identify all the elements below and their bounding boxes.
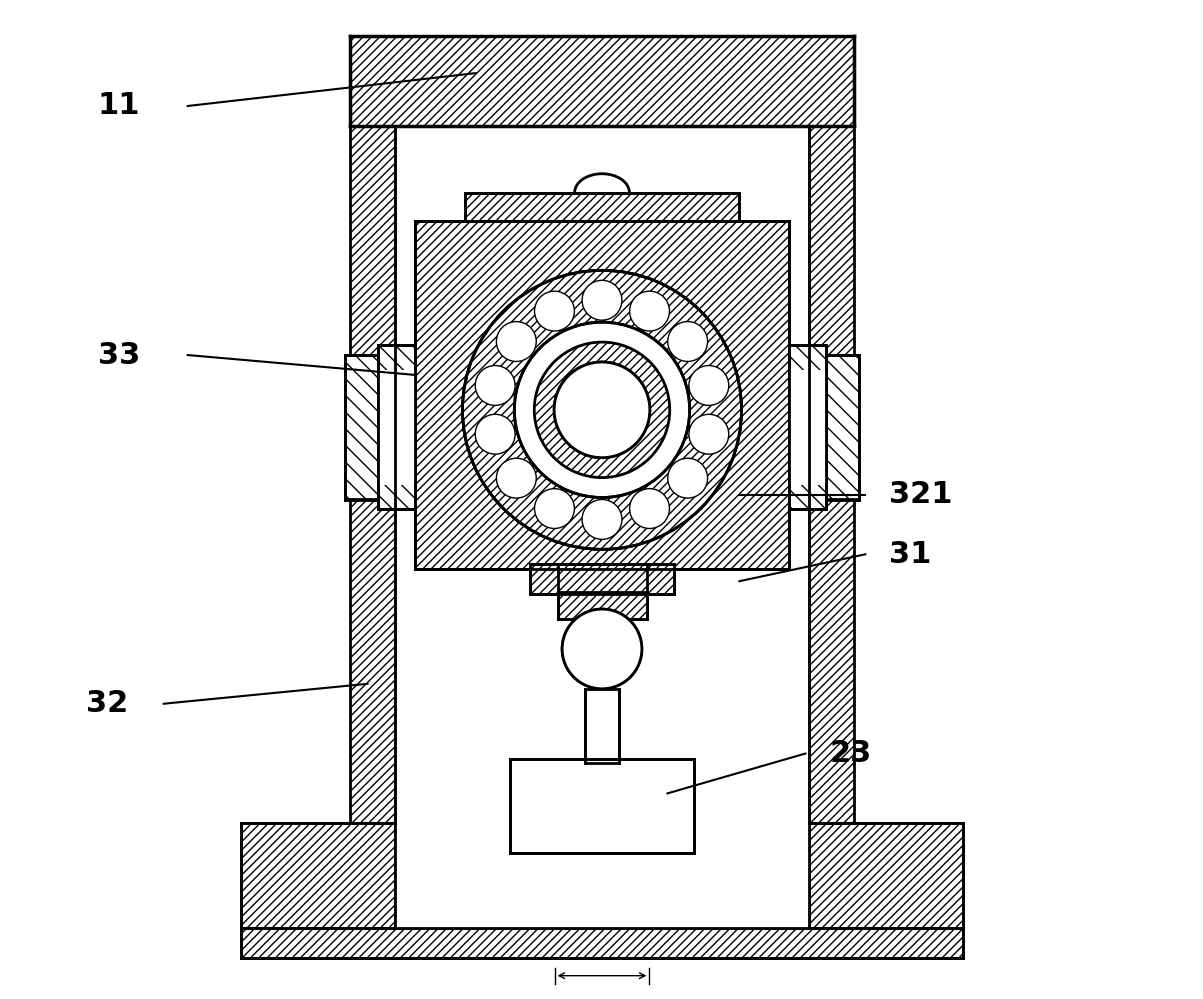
Bar xyxy=(466,193,739,221)
Bar xyxy=(241,928,964,958)
Circle shape xyxy=(562,609,642,688)
Circle shape xyxy=(475,415,515,455)
Bar xyxy=(379,370,415,485)
Circle shape xyxy=(582,500,622,539)
Circle shape xyxy=(497,459,537,499)
Circle shape xyxy=(629,291,669,331)
Circle shape xyxy=(629,489,669,528)
Text: 32: 32 xyxy=(85,689,128,718)
Text: 11: 11 xyxy=(97,92,141,121)
Bar xyxy=(585,688,620,763)
Circle shape xyxy=(534,489,574,528)
Bar xyxy=(415,221,789,569)
Bar xyxy=(789,345,825,509)
Bar xyxy=(825,355,859,500)
Circle shape xyxy=(689,366,729,406)
Bar xyxy=(345,355,379,500)
Text: 23: 23 xyxy=(829,739,872,768)
Text: 321: 321 xyxy=(889,480,953,509)
Text: 31: 31 xyxy=(889,539,932,568)
Circle shape xyxy=(562,609,642,688)
Bar xyxy=(789,370,825,485)
Bar xyxy=(529,569,674,594)
Circle shape xyxy=(475,366,515,406)
Bar xyxy=(558,592,647,619)
Bar xyxy=(350,36,854,126)
Bar xyxy=(529,564,674,594)
Circle shape xyxy=(668,459,707,499)
Bar xyxy=(808,823,964,928)
Bar xyxy=(510,758,694,853)
Circle shape xyxy=(555,362,650,458)
Bar xyxy=(396,823,808,928)
Bar xyxy=(350,126,396,823)
Bar xyxy=(241,823,396,928)
Circle shape xyxy=(582,281,622,321)
Bar xyxy=(808,126,854,823)
Circle shape xyxy=(668,322,707,362)
Text: 33: 33 xyxy=(97,341,140,370)
Circle shape xyxy=(462,271,741,549)
Bar xyxy=(379,345,415,509)
Circle shape xyxy=(689,415,729,455)
Circle shape xyxy=(534,291,574,331)
Circle shape xyxy=(497,322,537,362)
